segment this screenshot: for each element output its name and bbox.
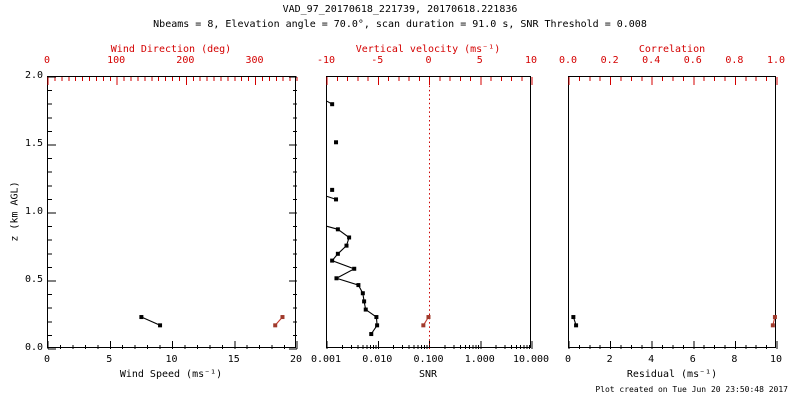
correlation-axis-title: Correlation [638, 44, 706, 55]
wind-panel-top-tick-label-2: 200 [176, 55, 195, 66]
residual-panel-plot-area [568, 76, 778, 349]
snr-panel-bottom-tick-label-1: 0.010 [362, 354, 393, 365]
snr-profile-data-point-marker [334, 276, 339, 281]
wind-panel-bottom-tick-label-0: 0 [43, 354, 51, 365]
snr-profile-data-point-marker [334, 197, 339, 202]
wind-panel-top-tick-label-3: 300 [245, 55, 264, 66]
snr-profile-data-point-marker [335, 227, 340, 232]
wind-direction-data-point-marker [273, 323, 278, 328]
z-axis-tick-label-2: 1.0 [24, 206, 43, 217]
snr-panel-top-tick-label-4: 10 [524, 55, 538, 66]
snr-profile-data-point-marker [375, 323, 380, 328]
snr-panel-top-tick-label-2: 0 [425, 55, 432, 66]
z-axis-tick-label-4: 2.0 [24, 70, 43, 81]
residual-panel-bottom-tick-label-0: 0 [564, 354, 572, 365]
figure-subtitle: Nbeams = 8, Elevation angle = 70.0°, sca… [153, 19, 647, 30]
snr-profile-data-point-marker [344, 243, 349, 248]
wind-speed-data-point-marker [158, 323, 163, 328]
correlation-data-point-marker [770, 323, 775, 328]
snr-profile-data-point-marker [330, 258, 335, 263]
snr-panel-top-tick-label-3: 5 [476, 55, 483, 66]
vertical-velocity-axis-title: Vertical velocity (ms⁻¹) [355, 44, 501, 55]
z-axis-tick-label-0: 0.0 [24, 342, 43, 353]
wind-panel-top-tick-label-1: 100 [107, 55, 126, 66]
wind-panel-canvas [47, 76, 298, 350]
snr-panel-top-tick-label-0: -10 [316, 55, 336, 66]
vertical-velocity-data-point-marker [421, 323, 426, 328]
snr-profile-data-point-marker [362, 299, 367, 304]
residual-data-point-marker [571, 315, 576, 320]
plot-created-timestamp: Plot created on Tue Jun 20 23:50:48 2017 [595, 385, 788, 394]
residual-panel-top-tick-label-0: 0.0 [558, 55, 578, 66]
wind-speed-axis-title: Wind Speed (ms⁻¹) [119, 369, 223, 380]
residual-panel-canvas [568, 77, 778, 349]
snr-profile-data-point-marker [330, 187, 335, 192]
wind-direction-data-point-marker [280, 315, 285, 320]
residual-panel-top-tick-label-2: 0.4 [642, 55, 661, 66]
wind-panel-plot-area [47, 76, 298, 350]
residual-panel-top-tick-label-4: 0.8 [725, 55, 744, 66]
residual-panel-top-tick-label-1: 0.2 [600, 55, 619, 66]
snr-axis-title: SNR [418, 369, 438, 380]
snr-profile-line [331, 228, 378, 335]
wind-panel-bottom-tick-label-3: 15 [227, 354, 240, 365]
residual-data-point-marker [574, 323, 579, 328]
snr-profile-data-point-marker [369, 332, 374, 337]
wind-direction-axis-title: Wind Direction (deg) [110, 44, 232, 55]
residual-panel-top-tick-label-5: 1.0 [766, 55, 786, 66]
snr-panel-top-tick-label-1: -5 [371, 55, 384, 66]
snr-profile-data-point-marker [335, 251, 340, 256]
wind-panel-bottom-tick-label-1: 5 [106, 354, 113, 365]
residual-panel-bottom-tick-label-1: 2 [606, 354, 613, 365]
wind-panel-bottom-tick-label-2: 10 [165, 354, 178, 365]
wind-panel-bottom-tick-label-4: 20 [289, 354, 303, 365]
snr-profile-data-point-marker [330, 102, 335, 107]
residual-panel-bottom-tick-label-3: 6 [689, 354, 696, 365]
snr-panel-bottom-tick-label-0: 0.001 [310, 354, 342, 365]
residual-panel-bottom-tick-label-5: 10 [769, 354, 783, 365]
wind-speed-line [141, 316, 161, 326]
z-axis-tick-label-3: 1.5 [24, 138, 43, 149]
snr-panel-bottom-tick-label-3: 1.000 [464, 354, 495, 365]
snr-profile-data-point-marker [363, 307, 368, 312]
snr-panel-canvas [326, 77, 533, 349]
correlation-data-point-marker [772, 315, 777, 320]
snr-profile-data-point-marker [360, 291, 365, 296]
figure-title: VAD_97_20170618_221739, 20170618.221836 [282, 4, 518, 15]
snr-profile-data-point-marker [374, 315, 379, 320]
residual-axis-title: Residual (ms⁻¹) [626, 369, 718, 380]
residual-panel-top-tick-label-3: 0.6 [683, 55, 702, 66]
snr-profile-data-point-marker [334, 140, 339, 145]
vertical-velocity-data-point-marker [426, 315, 431, 320]
snr-panel-plot-area [326, 76, 533, 349]
residual-panel-bottom-tick-label-4: 8 [731, 354, 738, 365]
snr-profile-data-point-marker [356, 283, 361, 288]
snr-profile-data-point-marker [352, 266, 357, 271]
residual-panel-bottom-tick-label-2: 4 [648, 354, 655, 365]
z-axis-tick-label-1: 0.5 [24, 274, 43, 285]
wind-panel-top-tick-label-0: 0 [43, 55, 51, 66]
snr-panel-bottom-tick-label-2: 0.100 [413, 354, 444, 365]
snr-profile-data-point-marker [347, 235, 352, 240]
wind-speed-data-point-marker [139, 315, 144, 320]
snr-panel-bottom-tick-label-4: 10.000 [512, 354, 550, 365]
